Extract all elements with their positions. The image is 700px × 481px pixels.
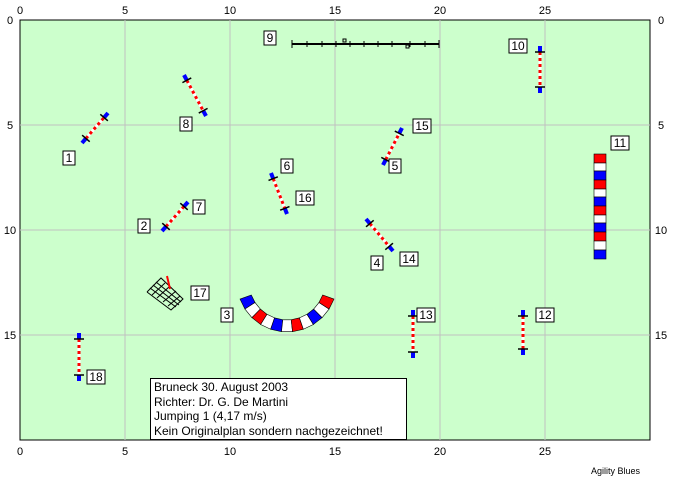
left-axis-tick: 0 — [7, 15, 13, 27]
left-axis-tick: 15 — [4, 330, 16, 342]
jump-pole-1 — [80, 111, 110, 145]
bottom-axis-tick: 25 — [539, 446, 551, 458]
obstacle-number-18: 18 — [86, 369, 106, 385]
svg-text:1: 1 — [66, 151, 73, 165]
top-axis-tick: 15 — [329, 5, 341, 17]
svg-text:8: 8 — [183, 117, 190, 131]
left-axis-tick: 10 — [4, 225, 16, 237]
bottom-axis-tick: 15 — [329, 446, 341, 458]
svg-text:18: 18 — [89, 370, 103, 384]
right-axis-tick: 5 — [658, 120, 664, 132]
obstacle-number-7: 7 — [192, 199, 206, 215]
svg-text:16: 16 — [298, 191, 312, 205]
dog-walk-9 — [291, 38, 440, 49]
obstacle-number-15: 15 — [412, 118, 432, 134]
jump-pole-18 — [74, 333, 84, 381]
jump-pole-12 — [518, 310, 528, 355]
jump-pole-2 — [160, 200, 190, 233]
top-axis-tick: 25 — [539, 5, 551, 17]
jump-pole-5 — [380, 127, 405, 166]
svg-text:4: 4 — [374, 256, 381, 270]
left-axis-tick: 5 — [7, 120, 13, 132]
right-axis-tick: 0 — [658, 15, 664, 27]
svg-text:12: 12 — [538, 308, 552, 322]
obstacle-number-9: 9 — [263, 30, 277, 46]
grid — [20, 20, 650, 440]
credit-label: Agility Blues — [591, 466, 641, 476]
bottom-axis-tick: 5 — [122, 446, 128, 458]
note-line: Kein Originalplan sondern nachgezeichnet… — [154, 423, 383, 438]
jump-pole-8 — [182, 74, 208, 117]
svg-text:10: 10 — [511, 39, 525, 53]
bottom-axis-tick: 0 — [17, 446, 23, 458]
tunnel-11 — [593, 153, 607, 260]
top-axis-tick: 20 — [434, 5, 446, 17]
svg-text:14: 14 — [402, 252, 416, 266]
event-line: Bruneck 30. August 2003 — [154, 380, 289, 394]
obstacle-number-17: 17 — [190, 285, 210, 301]
top-axis-tick: 10 — [224, 5, 236, 17]
svg-text:7: 7 — [196, 200, 203, 214]
course-info-box: Bruneck 30. August 2003 Richter: Dr. G. … — [150, 378, 407, 440]
obstacle-number-3: 3 — [220, 307, 234, 323]
tunnel-3-segments — [239, 294, 335, 333]
jump-pole-6 — [268, 172, 290, 215]
obstacle-number-1: 1 — [62, 150, 76, 166]
obstacle-number-11: 11 — [610, 135, 630, 151]
svg-text:11: 11 — [614, 136, 627, 150]
bottom-axis-tick: 20 — [434, 446, 446, 458]
svg-text:13: 13 — [419, 308, 433, 322]
obstacle-number-10: 10 — [508, 38, 528, 54]
bottom-axis-tick: 10 — [224, 446, 236, 458]
judge-line: Richter: Dr. G. De Martini — [154, 394, 289, 409]
top-axis-tick: 5 — [122, 5, 128, 17]
svg-text:6: 6 — [284, 159, 291, 173]
jump-pole-13 — [408, 310, 418, 358]
jump-pole-4 — [364, 217, 395, 253]
jump-pole-10 — [535, 46, 545, 93]
top-axis-tick: 0 — [17, 5, 23, 17]
right-axis-tick: 15 — [655, 330, 667, 342]
obstacle-number-16: 16 — [295, 190, 315, 206]
obstacle-number-8: 8 — [179, 116, 193, 132]
long-jump-17 — [146, 275, 184, 311]
obstacle-number-4: 4 — [370, 255, 384, 271]
svg-text:17: 17 — [193, 286, 207, 300]
obstacle-number-6: 6 — [280, 158, 294, 174]
obstacle-number-13: 13 — [416, 307, 436, 323]
class-line: Jumping 1 (4,17 m/s) — [154, 409, 267, 423]
obstacle-number-12: 12 — [535, 307, 555, 323]
obstacle-number-14: 14 — [399, 251, 419, 267]
obstacle-number-2: 2 — [137, 218, 151, 234]
svg-text:3: 3 — [224, 308, 231, 322]
svg-text:15: 15 — [415, 119, 429, 133]
right-axis-tick: 10 — [655, 225, 667, 237]
svg-text:9: 9 — [267, 31, 274, 45]
svg-text:5: 5 — [392, 159, 399, 173]
obstacle-number-5: 5 — [388, 158, 402, 174]
svg-text:2: 2 — [141, 219, 148, 233]
